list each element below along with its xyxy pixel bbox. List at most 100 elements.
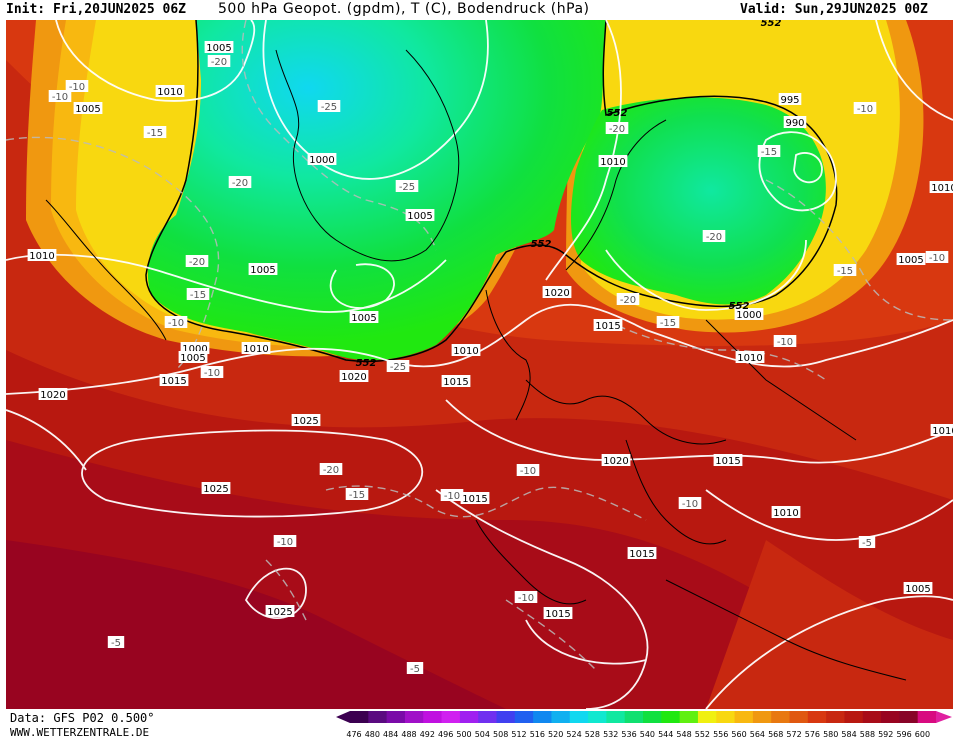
temperature-label: -25	[395, 180, 419, 193]
isobar-label: 1020	[601, 454, 631, 467]
colorbar-tick-label: 592	[878, 730, 893, 739]
temperature-label: -10	[925, 251, 949, 264]
temperature-label: -20	[605, 122, 629, 135]
colorbar-tick-label: 476	[346, 730, 361, 739]
svg-text:1025: 1025	[267, 607, 292, 618]
temperature-label: -10	[65, 80, 89, 93]
colorbar-tick-label: 532	[603, 730, 618, 739]
svg-text:990: 990	[785, 118, 804, 129]
svg-text:1025: 1025	[203, 484, 228, 495]
colorbar-tick-label: 496	[438, 730, 453, 739]
colorbar-tick-label: 560	[731, 730, 746, 739]
isobar-label: 1010	[929, 181, 953, 194]
colorbar-tick-label: 588	[860, 730, 875, 739]
colorbar-swatch	[478, 711, 497, 723]
svg-text:-15: -15	[190, 290, 206, 301]
temperature-label: -15	[345, 488, 369, 501]
temperature-label: -15	[833, 264, 857, 277]
colorbar-swatch	[569, 711, 589, 723]
colorbar-tick-label: 596	[896, 730, 911, 739]
svg-text:552: 552	[761, 20, 782, 29]
svg-text:-20: -20	[323, 465, 339, 476]
colorbar: 476 480 484 488 492 496 500 504 508 512 516 520 524 5…	[336, 711, 952, 739]
colorbar-tick-label: 540	[640, 730, 655, 739]
colorbar-swatch	[826, 711, 845, 723]
svg-text:-5: -5	[410, 664, 420, 675]
isobar-label: 1015	[593, 319, 623, 332]
svg-text:-5: -5	[111, 638, 121, 649]
colorbar-swatch	[789, 711, 809, 723]
colorbar-tick-label: 484	[383, 730, 398, 739]
svg-text:-10: -10	[682, 499, 698, 510]
website-label: WWW.WETTERZENTRALE.DE	[10, 726, 150, 739]
isobar-label: 1010	[771, 506, 801, 519]
colorbar-swatch	[697, 711, 717, 723]
svg-text:1005: 1005	[250, 265, 275, 276]
colorbar-high-arrow	[936, 711, 952, 723]
svg-text:-10: -10	[857, 104, 873, 115]
isobar-label: 1005	[73, 102, 103, 115]
temperature-label: -15	[656, 316, 680, 329]
temperature-label: -20	[228, 176, 252, 189]
svg-text:-20: -20	[706, 232, 722, 243]
isobar-label: 1010	[735, 351, 765, 364]
svg-text:1010: 1010	[737, 353, 762, 364]
colorbar-swatch	[533, 711, 552, 723]
svg-text:-25: -25	[390, 362, 406, 373]
colorbar-swatch	[441, 711, 461, 723]
isobar-label: 1015	[460, 492, 490, 505]
isobar-label: 1000	[734, 308, 764, 321]
isobar-label: 1015	[627, 547, 657, 560]
colorbar-tick-label: 504	[475, 730, 490, 739]
svg-text:-20: -20	[620, 295, 636, 306]
isobar-label: 1005	[903, 582, 933, 595]
svg-text:1010: 1010	[243, 344, 268, 355]
svg-text:-15: -15	[147, 128, 163, 139]
isobar-label: 1005	[349, 311, 379, 324]
svg-text:-10: -10	[518, 593, 534, 604]
colorbar-tick-label: 552	[695, 730, 710, 739]
colorbar-tick-label: 480	[365, 730, 380, 739]
svg-text:1015: 1015	[462, 494, 487, 505]
height-label: 552	[729, 301, 750, 312]
temperature-label: -20	[702, 230, 726, 243]
colorbar-swatch	[862, 711, 882, 723]
svg-text:1005: 1005	[351, 313, 376, 324]
isobar-label: 1015	[713, 454, 743, 467]
colorbar-swatch	[679, 711, 699, 723]
colorbar-tick-label: 488	[401, 730, 416, 739]
svg-text:-10: -10	[204, 368, 220, 379]
svg-text:-10: -10	[69, 82, 85, 93]
data-source-label: Data: GFS P02 0.500°	[10, 711, 155, 725]
temperature-label: -10	[200, 366, 224, 379]
isobars	[6, 20, 953, 709]
temperature-label: -10	[164, 316, 188, 329]
svg-text:1015: 1015	[161, 376, 186, 387]
svg-text:1015: 1015	[629, 549, 654, 560]
cold-pool-greenland	[147, 20, 606, 361]
svg-text:1010: 1010	[157, 87, 182, 98]
isobar-label: 1010	[27, 249, 57, 262]
svg-text:1015: 1015	[443, 377, 468, 388]
svg-text:552: 552	[356, 358, 377, 369]
colorbar-swatch	[917, 711, 937, 723]
svg-text:1020: 1020	[544, 288, 569, 299]
svg-text:1000: 1000	[182, 344, 207, 355]
temperature-label: -10	[853, 102, 877, 115]
temperature-label: -10	[773, 335, 797, 348]
temperature-label: -5	[107, 636, 125, 649]
colorbar-tick-label: 536	[621, 730, 636, 739]
colorbar-tick-label: 572	[786, 730, 801, 739]
colorbar-tick-label: 580	[823, 730, 838, 739]
isobar-label: 1010	[451, 344, 481, 357]
svg-text:-20: -20	[211, 57, 227, 68]
colorbar-tick-label: 492	[420, 730, 435, 739]
colorbar-swatch	[350, 711, 369, 723]
colorbar-swatch	[661, 711, 681, 723]
temperature-label: -10	[273, 535, 297, 548]
colorbar-swatch	[899, 711, 919, 723]
chart-title: 500 hPa Geopot. (gpdm), T (C), Bodendruc…	[218, 1, 590, 17]
height-label: 552	[531, 239, 552, 250]
height-label: 552	[607, 108, 628, 119]
colorbar-swatch	[404, 711, 424, 723]
